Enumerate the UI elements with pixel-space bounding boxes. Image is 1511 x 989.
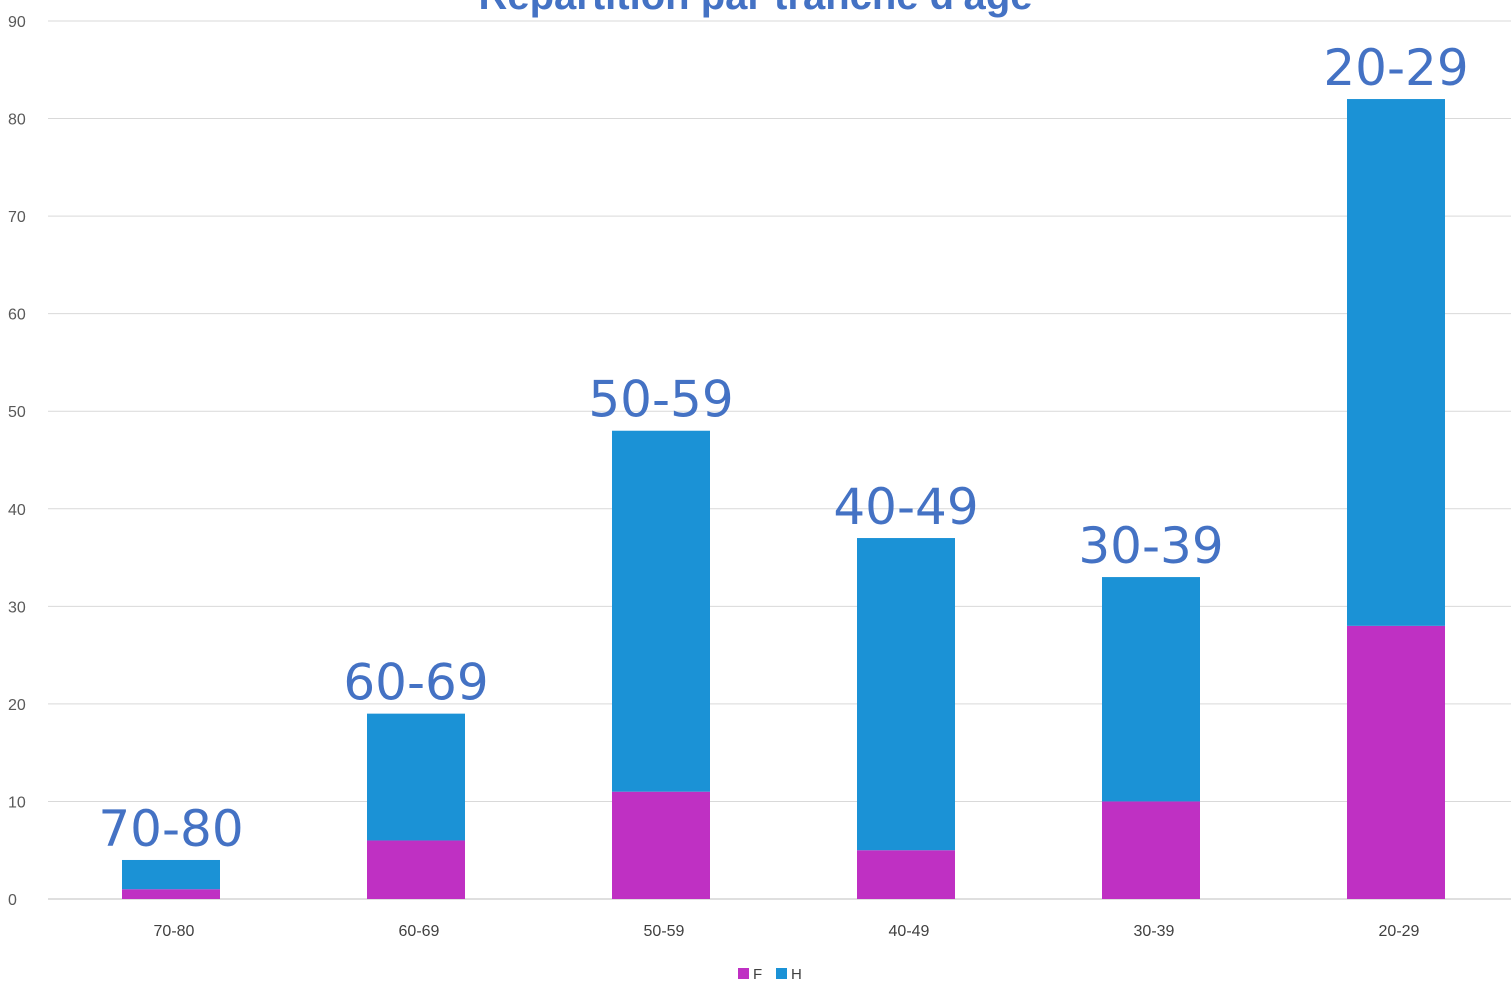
x-tick-label: 30-39 xyxy=(1134,923,1175,940)
bar-segment-h xyxy=(857,538,955,851)
y-tick-label: 30 xyxy=(8,599,26,616)
bar-segment-f xyxy=(367,840,465,899)
legend-label-h: H xyxy=(791,966,802,983)
bars xyxy=(122,99,1445,899)
data-label: 20-29 xyxy=(1323,39,1468,97)
x-tick-label: 20-29 xyxy=(1379,923,1420,940)
y-tick-label: 0 xyxy=(8,892,17,909)
x-tick-label: 70-80 xyxy=(154,923,195,940)
bar-segment-f xyxy=(857,850,955,899)
y-tick-label: 20 xyxy=(8,697,26,714)
bar-segment-h xyxy=(122,859,220,890)
y-tick-label: 60 xyxy=(8,307,26,324)
data-label: 70-80 xyxy=(98,800,243,858)
bar-segment-h xyxy=(1347,99,1445,626)
legend-swatch-h xyxy=(776,968,787,979)
bar-segment-h xyxy=(612,430,710,792)
x-tick-label: 50-59 xyxy=(644,923,685,940)
y-tick-label: 90 xyxy=(8,14,26,31)
bar-segment-h xyxy=(367,713,465,841)
x-axis-ticks: 70-80 60-69 50-59 40-49 30-39 20-29 xyxy=(154,923,1420,940)
legend-label-f: F xyxy=(753,966,762,983)
bar-segment-h xyxy=(1102,577,1200,802)
data-label: 50-59 xyxy=(588,371,733,429)
gridlines xyxy=(48,20,1511,900)
y-tick-label: 70 xyxy=(8,209,26,226)
data-label: 60-69 xyxy=(343,654,488,712)
y-tick-label: 40 xyxy=(8,502,26,519)
y-tick-label: 50 xyxy=(8,404,26,421)
bar-segment-f xyxy=(122,889,220,899)
data-label: 40-49 xyxy=(833,478,978,536)
y-axis-ticks: 0 10 20 30 40 50 60 70 80 90 xyxy=(8,14,26,909)
chart-title: Répartition par tranche d'âge xyxy=(0,0,1511,19)
bar-segment-f xyxy=(612,791,710,899)
x-tick-label: 40-49 xyxy=(889,923,930,940)
data-label: 30-39 xyxy=(1078,517,1223,575)
legend-swatch-f xyxy=(738,968,749,979)
y-tick-label: 80 xyxy=(8,112,26,129)
x-tick-label: 60-69 xyxy=(399,923,440,940)
y-tick-label: 10 xyxy=(8,794,26,811)
data-labels: 70-80 60-69 50-59 40-49 30-39 20-29 xyxy=(98,39,1468,858)
bar-segment-f xyxy=(1347,625,1445,899)
bar-segment-f xyxy=(1102,801,1200,899)
